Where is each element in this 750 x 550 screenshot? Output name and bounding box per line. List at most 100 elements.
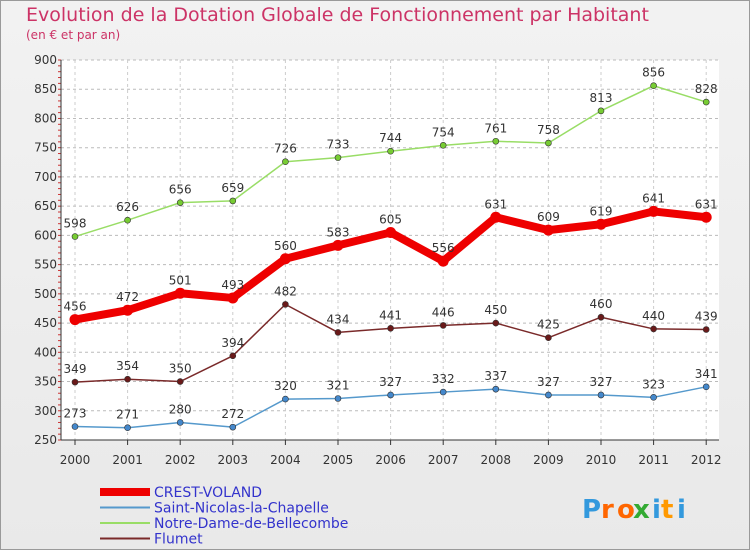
data-label: 450 [484, 303, 507, 317]
data-label: 626 [116, 200, 139, 214]
logo-letter: o [617, 495, 635, 525]
data-point [490, 211, 502, 223]
data-label: 656 [169, 183, 192, 197]
logo-letter: t [661, 495, 673, 525]
data-label: 609 [537, 210, 560, 224]
data-point [545, 334, 552, 341]
data-label: 856 [642, 66, 665, 80]
data-point [595, 218, 607, 230]
data-point [650, 325, 657, 333]
x-tick-label: 2011 [638, 453, 669, 467]
y-tick-label: 600 [34, 228, 57, 242]
logo-letter: i [677, 495, 686, 525]
y-tick-label: 300 [34, 404, 57, 418]
data-label: 754 [432, 125, 455, 139]
data-point [176, 378, 184, 385]
data-label: 761 [484, 121, 507, 135]
data-label: 460 [590, 297, 613, 311]
data-point [545, 139, 552, 147]
data-point [702, 326, 710, 333]
y-tick-label: 650 [34, 199, 57, 213]
data-point [650, 82, 657, 90]
data-point [492, 137, 500, 145]
x-tick-label: 2010 [586, 453, 617, 467]
data-point [439, 142, 447, 149]
data-label: 726 [274, 142, 297, 156]
data-label: 327 [379, 375, 402, 389]
data-point [124, 216, 131, 224]
data-point [176, 199, 184, 206]
data-label: 271 [116, 408, 139, 422]
data-label: 350 [169, 362, 192, 376]
data-label: 733 [327, 138, 350, 152]
data-point [387, 391, 394, 399]
legend: CREST-VOLANDSaint-Nicolas-la-ChapelleNot… [100, 485, 348, 548]
y-tick-label: 400 [34, 345, 57, 359]
y-tick-label: 500 [34, 287, 57, 301]
data-point [124, 424, 131, 432]
data-label: 583 [327, 225, 350, 239]
data-point [597, 313, 605, 321]
data-point [332, 239, 344, 251]
data-point [334, 154, 342, 161]
data-label: 758 [537, 123, 560, 137]
data-label: 440 [642, 309, 665, 323]
data-point [282, 158, 289, 166]
x-tick-label: 2001 [112, 453, 143, 467]
y-tick-label: 450 [34, 316, 57, 330]
data-point [229, 197, 237, 205]
data-label: 641 [642, 191, 665, 205]
x-tick-label: 2002 [165, 453, 196, 467]
data-point [385, 226, 397, 238]
data-point [437, 255, 449, 267]
data-point [69, 314, 81, 326]
data-label: 332 [432, 372, 455, 386]
data-point [387, 147, 394, 155]
data-point [229, 352, 237, 360]
data-point [597, 391, 605, 399]
data-label: 813 [590, 91, 613, 105]
data-label: 321 [327, 378, 350, 392]
data-point [334, 395, 342, 402]
data-label: 280 [169, 402, 192, 416]
data-label: 605 [379, 212, 402, 226]
data-point [650, 394, 657, 401]
data-label: 828 [695, 82, 718, 96]
x-tick-label: 2004 [270, 453, 301, 467]
x-tick-label: 2007 [428, 453, 459, 467]
data-label: 556 [432, 241, 455, 255]
data-label: 501 [169, 273, 192, 287]
data-point [542, 224, 554, 236]
y-tick-label: 550 [34, 258, 57, 272]
chart-title: Evolution de la Dotation Globale de Fonc… [26, 4, 649, 26]
data-point [122, 304, 134, 316]
data-label: 337 [484, 369, 507, 383]
data-point [597, 107, 605, 115]
legend-label: Flumet [154, 532, 203, 548]
legend-label: Saint-Nicolas-la-Chapelle [154, 501, 329, 517]
data-point [176, 419, 184, 426]
legend-label: Notre-Dame-de-Bellecombe [154, 516, 348, 532]
y-tick-label: 250 [34, 433, 57, 447]
data-label: 631 [484, 197, 507, 211]
data-label: 598 [64, 217, 87, 231]
series-group [69, 82, 712, 432]
data-label: 744 [379, 131, 402, 145]
data-label: 493 [221, 278, 244, 292]
data-point [71, 233, 79, 240]
data-label: 323 [642, 377, 665, 391]
y-tick-label: 750 [34, 141, 57, 155]
data-label: 341 [695, 367, 718, 381]
data-label: 631 [695, 197, 718, 211]
x-tick-label: 2008 [481, 453, 512, 467]
data-label: 354 [116, 359, 139, 373]
data-point [545, 391, 552, 399]
data-label: 320 [274, 379, 297, 393]
data-label: 441 [379, 308, 402, 322]
data-point [387, 325, 394, 332]
data-label: 434 [327, 312, 350, 326]
data-point [227, 292, 239, 304]
data-point [71, 378, 79, 386]
